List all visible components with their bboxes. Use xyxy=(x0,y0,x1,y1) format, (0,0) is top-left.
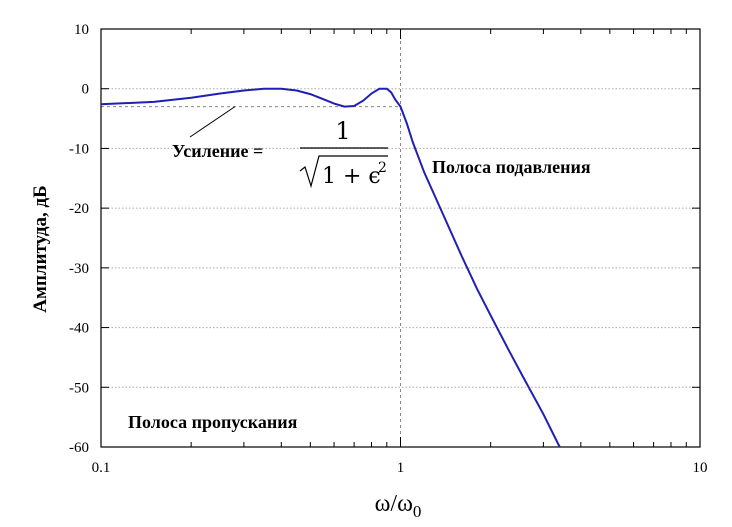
y-tick-label: -60 xyxy=(69,440,89,456)
y-tick-label: -40 xyxy=(69,321,89,337)
gain-label: Усиление = xyxy=(172,141,263,161)
axis-ticks xyxy=(100,28,701,448)
y-tick-label: -10 xyxy=(69,141,89,157)
y-axis-title: Амплитуда, дБ xyxy=(30,185,51,312)
x-tick-label: 1 xyxy=(397,460,405,476)
series-line xyxy=(100,87,561,448)
reference-lines xyxy=(101,29,401,447)
formula-numerator: 1 xyxy=(335,117,350,145)
x-axis-title: ω/ω0 xyxy=(375,491,422,521)
formula-exponent: 2 xyxy=(378,160,387,176)
passband-label: Полоса пропускания xyxy=(128,412,298,432)
formula-denominator: 1 + ϵ xyxy=(322,164,381,189)
x-axis-title-main: ω/ω xyxy=(375,491,413,517)
y-tick-label: -20 xyxy=(69,201,89,217)
x-axis-title-subscript: 0 xyxy=(413,502,422,521)
x-tick-label: 10 xyxy=(693,460,708,476)
y-tick-label: 0 xyxy=(82,82,90,98)
y-tick-label: -30 xyxy=(69,261,89,277)
formula-sqrt-sign xyxy=(299,155,388,189)
y-tick-label: 10 xyxy=(74,22,89,38)
tick-labels: 10 0 -10 -20 -30 -40 -50 -600.1 1 10 xyxy=(69,22,708,476)
x-tick-label: 0.1 xyxy=(92,460,111,476)
gain-formula: 1 1 + ϵ 2 xyxy=(299,117,388,189)
stopband-label: Полоса подавления xyxy=(432,157,591,177)
y-tick-label: -50 xyxy=(69,380,89,396)
gain-pointer-line xyxy=(189,106,236,138)
